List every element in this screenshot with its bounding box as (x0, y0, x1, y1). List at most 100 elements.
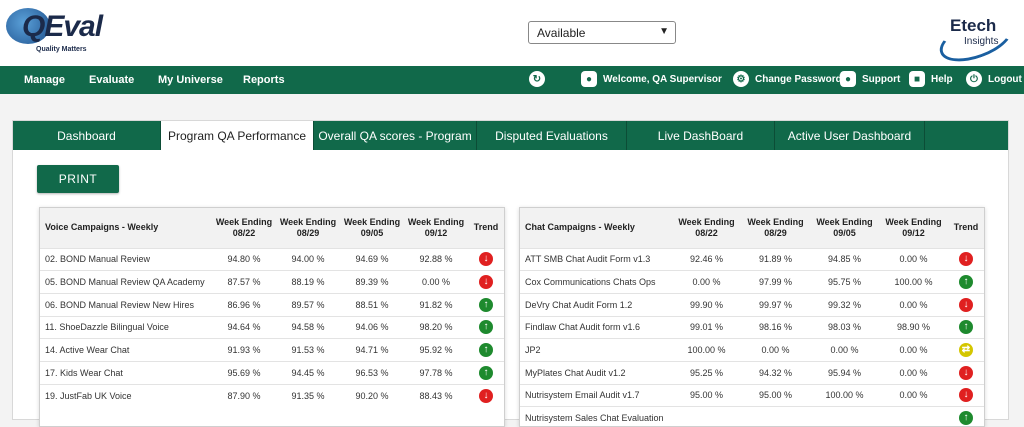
week-score: 98.20 % (404, 315, 468, 339)
voice-col-header: Week Ending 09/12 (404, 208, 468, 248)
week-score: 88.51 % (340, 292, 404, 317)
status-select[interactable]: Available ▼ (528, 21, 676, 44)
nav-reports[interactable]: Reports (243, 74, 285, 86)
table-row: 19. JustFab UK Voice 87.90 % 91.35 % 90.20 … (40, 383, 504, 407)
chat-campaigns-table: Chat Campaigns - Weekly Week Ending 08/2… (519, 207, 985, 427)
print-button[interactable]: PRINT (37, 165, 119, 193)
trend-cell: ↓ (948, 383, 984, 407)
campaign-name[interactable]: Cox Communications Chats Ops (520, 270, 672, 294)
logout-label: Logout (988, 73, 1022, 85)
week-score: 90.20 % (340, 383, 404, 407)
campaign-name[interactable]: 19. JustFab UK Voice (40, 383, 212, 407)
arrow-up-icon: ↑ (959, 320, 973, 335)
tab-overall-qa-scores[interactable]: Overall QA scores - Program (314, 121, 477, 150)
table-row: Cox Communications Chats Ops 0.00 % 97.99 … (520, 270, 984, 294)
campaign-name[interactable]: Findlaw Chat Audit form v1.6 (520, 315, 672, 339)
tab-live-dashboard[interactable]: Live DashBoard (627, 121, 775, 150)
week-score: 95.75 % (810, 270, 879, 294)
tab-dashboard[interactable]: Dashboard (13, 121, 161, 150)
etech-logo-line1: Etech (950, 16, 997, 35)
week-score: 92.88 % (404, 247, 468, 271)
week-score: 94.45 % (276, 360, 340, 385)
week-score: 89.57 % (276, 292, 340, 317)
chat-trend-header: Trend (948, 208, 984, 248)
arrow-up-icon: ↑ (959, 275, 973, 290)
voice-table-body: 02. BOND Manual Review 94.80 % 94.00 % 94.6… (40, 247, 504, 407)
week-score: 0.00 % (879, 360, 948, 385)
week-score: 94.64 % (212, 315, 276, 339)
table-row: ATT SMB Chat Audit Form v1.3 92.46 % 91.89… (520, 247, 984, 271)
tab-bar: Dashboard Program QA Performance Overall… (13, 121, 1008, 150)
week-score: 95.00 % (741, 383, 810, 407)
arrow-swap-icon: ⇄ (959, 343, 973, 358)
table-row: 11. ShoeDazzle Bilingual Voice 94.64 % 94.… (40, 315, 504, 339)
change-password-link[interactable]: ⚙ Change Password (733, 71, 842, 87)
week-score: 95.69 % (212, 360, 276, 385)
arrow-up-icon: ↑ (479, 320, 493, 335)
chat-table-body: ATT SMB Chat Audit Form v1.3 92.46 % 91.89… (520, 247, 984, 426)
gear-icon: ⚙ (733, 71, 749, 87)
table-row: 06. BOND Manual Review New Hires 86.96 % 8… (40, 292, 504, 317)
week-score: 86.96 % (212, 292, 276, 317)
dashboard-panel: Dashboard Program QA Performance Overall… (12, 120, 1009, 427)
week-score: 91.82 % (404, 292, 468, 317)
qeval-logo-tagline: Quality Matters (36, 46, 87, 53)
voice-col-header: Week Ending 08/22 (212, 208, 276, 248)
campaign-name[interactable]: ATT SMB Chat Audit Form v1.3 (520, 247, 672, 271)
arrow-down-icon: ↓ (959, 252, 973, 267)
week-score: 0.00 % (404, 270, 468, 294)
nav-my-universe[interactable]: My Universe (158, 74, 223, 86)
voice-col-header: Week Ending 08/29 (276, 208, 340, 248)
campaign-name[interactable]: 06. BOND Manual Review New Hires (40, 292, 212, 317)
etech-insights-logo: Etech Insights (934, 10, 1018, 70)
week-score: 95.94 % (810, 360, 879, 385)
logout-link[interactable]: ⏻ Logout (966, 71, 1022, 87)
week-score: 99.32 % (810, 292, 879, 317)
table-row: 17. Kids Wear Chat 95.69 % 94.45 % 96.53 % 9… (40, 360, 504, 385)
qeval-logo[interactable]: QEval Quality Matters (6, 8, 103, 54)
arrow-up-icon: ↑ (479, 365, 493, 380)
campaign-name[interactable]: 14. Active Wear Chat (40, 338, 212, 362)
arrow-down-icon: ↓ (959, 365, 973, 380)
week-score: 88.19 % (276, 270, 340, 294)
week-score: 96.53 % (340, 360, 404, 385)
chat-table-title: Chat Campaigns - Weekly (520, 208, 672, 248)
welcome-text: Welcome, QA Supervisor (603, 73, 722, 85)
nav-manage[interactable]: Manage (24, 74, 65, 86)
chat-col-header: Week Ending 09/12 (879, 208, 948, 248)
campaign-name[interactable]: 02. BOND Manual Review (40, 247, 212, 271)
week-score: 88.43 % (404, 383, 468, 407)
week-score: 91.53 % (276, 338, 340, 362)
refresh-button[interactable]: ↻ (529, 71, 545, 87)
table-row: MyPlates Chat Audit v1.2 95.25 % 94.32 % 95… (520, 360, 984, 385)
voice-trend-header: Trend (468, 208, 504, 248)
table-row: Nutrisystem Email Audit v1.7 95.00 % 95.00… (520, 383, 984, 407)
campaign-name[interactable]: 05. BOND Manual Review QA Academy (40, 270, 212, 294)
tab-disputed-evaluations[interactable]: Disputed Evaluations (477, 121, 627, 150)
trend-cell: ↑ (468, 338, 504, 362)
campaign-name[interactable]: 11. ShoeDazzle Bilingual Voice (40, 315, 212, 339)
campaign-name[interactable]: MyPlates Chat Audit v1.2 (520, 360, 672, 385)
trend-cell: ↓ (468, 383, 504, 407)
trend-cell: ↓ (948, 360, 984, 385)
status-select-value: Available (537, 26, 586, 40)
trend-cell: ↑ (468, 315, 504, 339)
chat-col-header: Week Ending 08/22 (672, 208, 741, 248)
week-score: 99.90 % (672, 292, 741, 317)
tab-active-user-dashboard[interactable]: Active User Dashboard (775, 121, 925, 150)
help-link[interactable]: ■ Help (909, 71, 953, 87)
nav-evaluate[interactable]: Evaluate (89, 74, 135, 86)
support-link[interactable]: ● Support (840, 71, 900, 87)
week-score: 0.00 % (879, 338, 948, 362)
week-score: 91.35 % (276, 383, 340, 407)
campaign-name[interactable]: JP2 (520, 338, 672, 362)
tab-program-qa-performance[interactable]: Program QA Performance (161, 121, 314, 150)
week-score: 95.92 % (404, 338, 468, 362)
campaign-name[interactable]: Nutrisystem Email Audit v1.7 (520, 383, 672, 407)
week-score: 0.00 % (810, 338, 879, 362)
campaign-name[interactable]: DeVry Chat Audit Form 1.2 (520, 292, 672, 317)
trend-cell: ↓ (948, 247, 984, 271)
campaign-name[interactable]: 17. Kids Wear Chat (40, 360, 212, 385)
change-password-label: Change Password (755, 73, 842, 85)
trend-cell: ↓ (468, 270, 504, 294)
